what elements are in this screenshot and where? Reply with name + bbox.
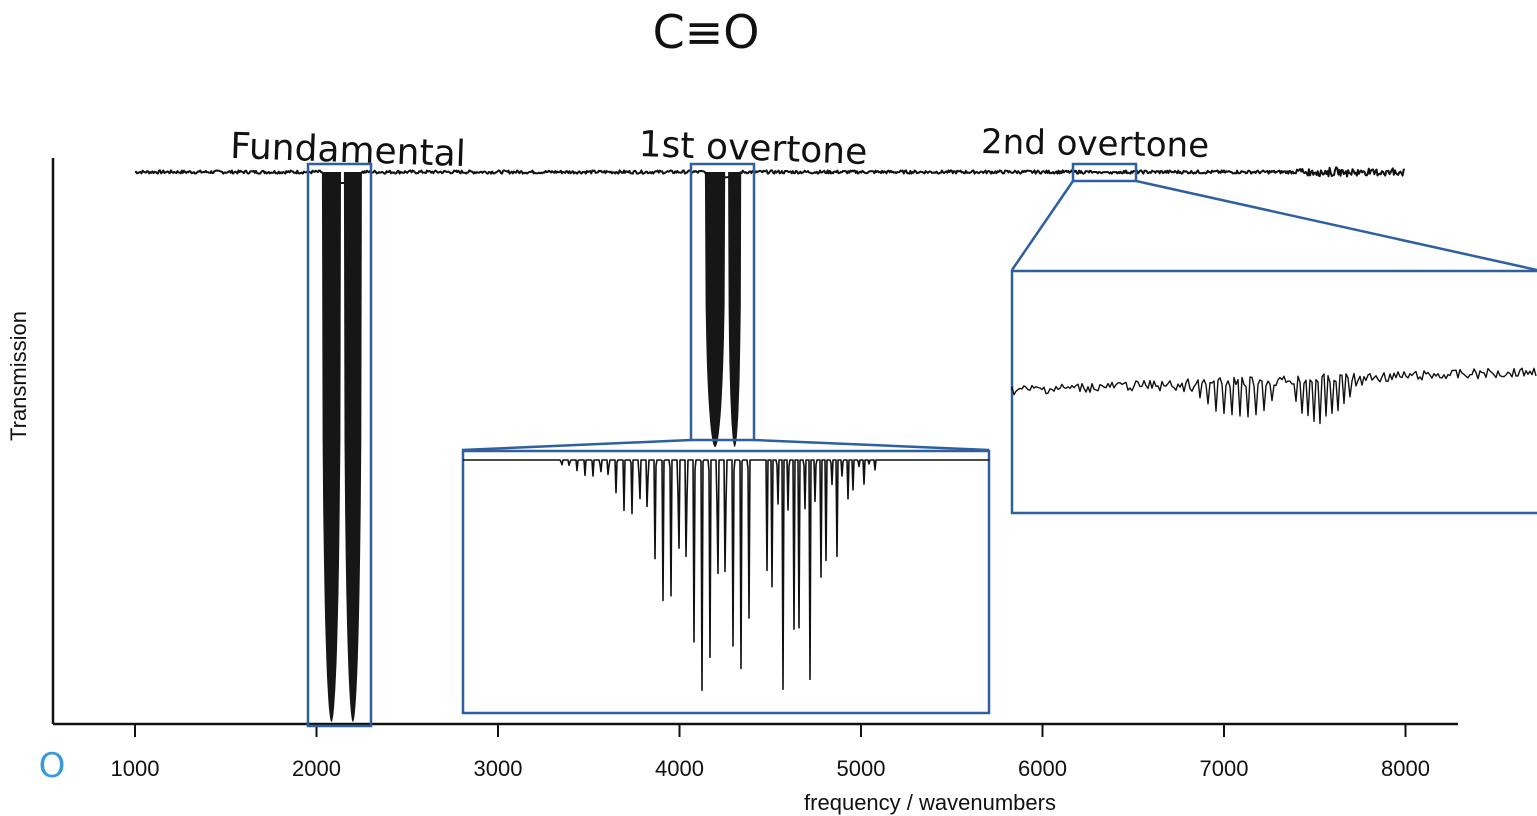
x-axis-label: frequency / wavenumbers xyxy=(804,790,1056,815)
inset-first-overtone-series-line xyxy=(463,459,989,691)
first-overtone-band xyxy=(704,172,742,447)
annotation-fundamental: Fundamental xyxy=(230,126,467,175)
x-tick-label-6000: 6000 xyxy=(1018,756,1067,781)
origin-label: O xyxy=(39,746,66,786)
second-overtone-highlight-box xyxy=(1071,162,1138,183)
fundamental-highlight-box xyxy=(306,162,373,728)
fund-fill-branch-1 xyxy=(343,172,362,722)
fundamental-band xyxy=(321,172,362,722)
inset-second-overtone-box xyxy=(1010,269,1537,515)
x-tick-label-4000: 4000 xyxy=(655,756,704,781)
inset-second-overtone-series-line xyxy=(1011,367,1537,425)
inset1-connector-left xyxy=(461,438,692,452)
first-overtone-highlight-box xyxy=(689,162,756,442)
chart-title: C≡O xyxy=(653,5,760,59)
ot1-fill-branch-1 xyxy=(728,172,742,447)
x-tick-label-8000: 8000 xyxy=(1381,756,1430,781)
x-tick-label-3000: 3000 xyxy=(474,756,523,781)
x-tick-label-2000: 2000 xyxy=(292,756,341,781)
inset2-connector-left xyxy=(1010,180,1075,271)
ot1-fill-branch-0 xyxy=(704,172,726,447)
annotation-second-overtone: 2nd overtone xyxy=(981,122,1210,166)
inset1-connector-right xyxy=(753,438,990,452)
x-tick-label-7000: 7000 xyxy=(1200,756,1249,781)
x-tick-label-1000: 1000 xyxy=(111,756,160,781)
fund-fill-branch-0 xyxy=(321,172,342,722)
y-axis-label: Transmission xyxy=(6,311,31,441)
x-axis-ticks: 1000 2000 3000 4000 5000 6000 7000 8000 xyxy=(111,724,1430,781)
x-tick-label-5000: 5000 xyxy=(837,756,886,781)
inset2-connector-right xyxy=(1135,179,1537,272)
